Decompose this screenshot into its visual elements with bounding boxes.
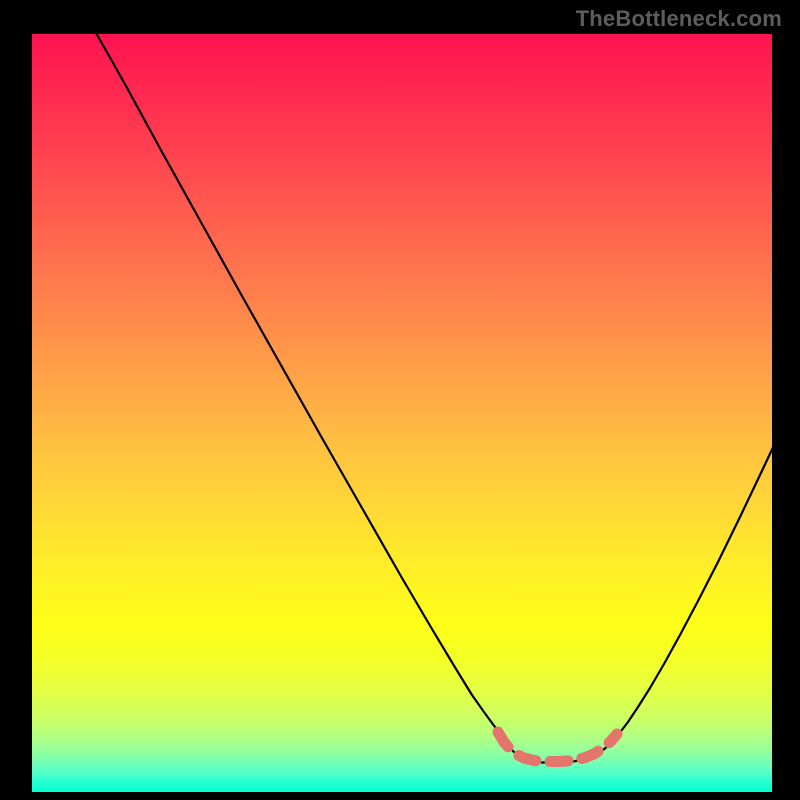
chart-curve-layer (32, 34, 772, 792)
trough-overlay-line (498, 732, 617, 762)
watermark-text: TheBottleneck.com (576, 6, 782, 32)
chart-plot-area (32, 34, 772, 792)
main-curve-line (92, 34, 772, 763)
